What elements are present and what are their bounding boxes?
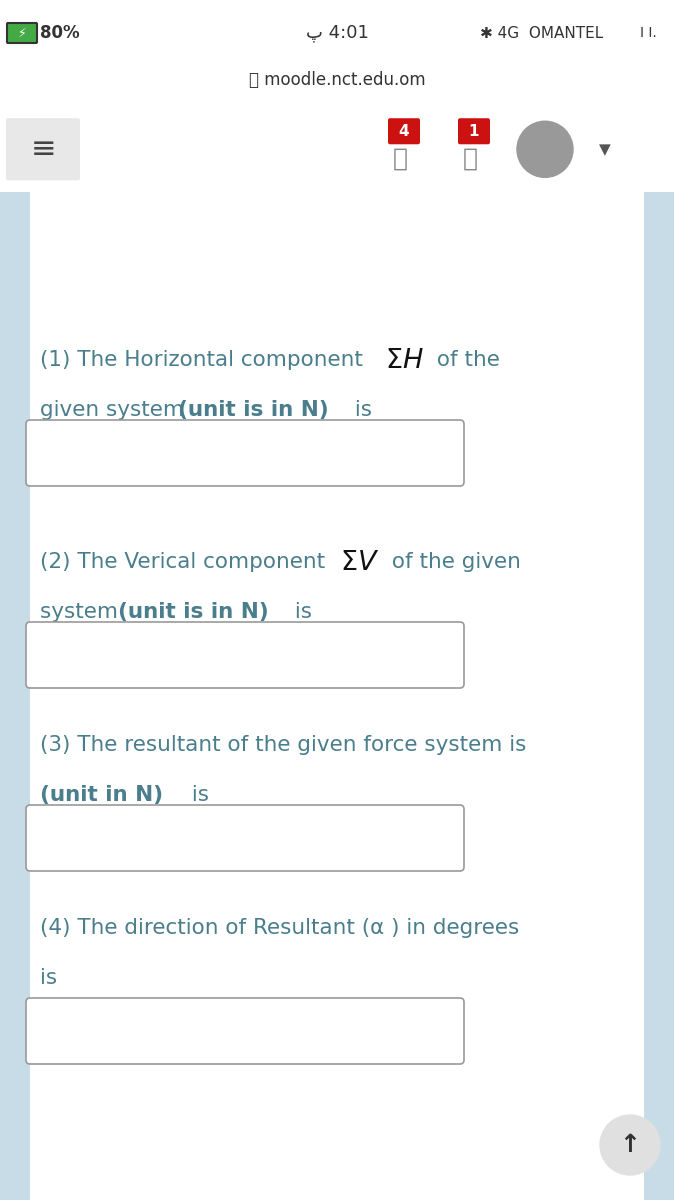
FancyBboxPatch shape bbox=[26, 998, 464, 1064]
FancyBboxPatch shape bbox=[26, 420, 464, 486]
Text: $\Sigma H$: $\Sigma H$ bbox=[385, 347, 424, 373]
Text: (2) The Verical component: (2) The Verical component bbox=[40, 552, 332, 572]
Text: 4: 4 bbox=[399, 124, 409, 139]
Text: (1) The Horizontal component: (1) The Horizontal component bbox=[40, 350, 370, 370]
Text: (unit in N): (unit in N) bbox=[40, 785, 163, 805]
Bar bbox=[644, 192, 674, 1200]
Text: (4) The direction of Resultant (α ) in degrees: (4) The direction of Resultant (α ) in d… bbox=[40, 918, 519, 938]
Text: 💬: 💬 bbox=[462, 146, 477, 170]
Text: is: is bbox=[40, 968, 57, 988]
Text: پ 4:01: پ 4:01 bbox=[305, 24, 369, 42]
Text: (3) The resultant of the given force system is: (3) The resultant of the given force sys… bbox=[40, 734, 526, 755]
Text: ↑: ↑ bbox=[619, 1133, 640, 1157]
Text: given system: given system bbox=[40, 400, 197, 420]
Text: I I.: I I. bbox=[640, 26, 656, 40]
Text: system: system bbox=[40, 602, 131, 622]
Bar bbox=[0, 192, 30, 1200]
FancyBboxPatch shape bbox=[26, 805, 464, 871]
Circle shape bbox=[600, 1115, 660, 1175]
Text: 80%: 80% bbox=[40, 24, 80, 42]
Text: is: is bbox=[185, 785, 209, 805]
Circle shape bbox=[517, 121, 573, 178]
Text: is: is bbox=[348, 400, 372, 420]
FancyBboxPatch shape bbox=[6, 119, 80, 180]
Text: is: is bbox=[288, 602, 312, 622]
Text: ✱ 4G  OMANTEL: ✱ 4G OMANTEL bbox=[480, 25, 603, 41]
Text: 1: 1 bbox=[468, 124, 479, 139]
Text: of the: of the bbox=[430, 350, 500, 370]
FancyBboxPatch shape bbox=[26, 622, 464, 688]
Text: (unit is in N): (unit is in N) bbox=[118, 602, 269, 622]
Text: ⚡: ⚡ bbox=[18, 26, 26, 40]
FancyBboxPatch shape bbox=[7, 23, 37, 43]
Text: ▼: ▼ bbox=[599, 142, 611, 157]
FancyBboxPatch shape bbox=[388, 119, 420, 144]
Text: $\Sigma V$: $\Sigma V$ bbox=[340, 548, 379, 576]
Text: (unit is in N): (unit is in N) bbox=[178, 400, 329, 420]
Text: 🔔: 🔔 bbox=[392, 146, 408, 170]
Text: of the given: of the given bbox=[385, 552, 521, 572]
Text: 🔒 moodle.nct.edu.om: 🔒 moodle.nct.edu.om bbox=[249, 71, 425, 89]
FancyBboxPatch shape bbox=[458, 119, 490, 144]
Text: ≡: ≡ bbox=[30, 134, 56, 164]
